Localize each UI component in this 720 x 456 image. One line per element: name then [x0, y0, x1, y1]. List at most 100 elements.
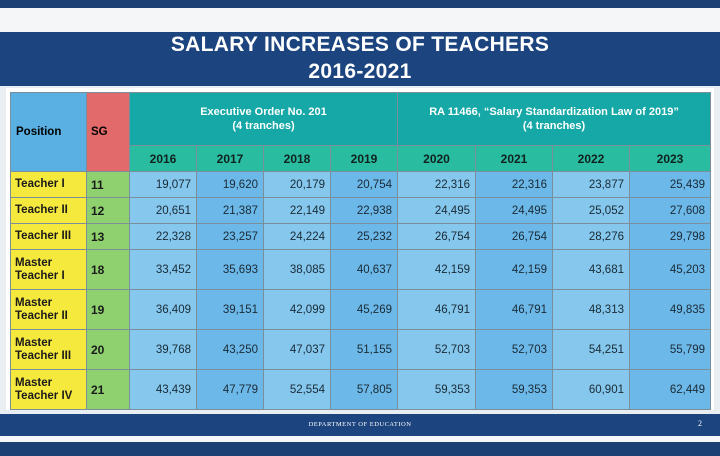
salary-cell: 26,754	[475, 223, 553, 250]
position-label: Teacher II	[15, 204, 68, 216]
salary-cell: 60,901	[552, 369, 630, 410]
salary-cell: 22,328	[129, 223, 197, 250]
salary-cell: 29,798	[628, 223, 712, 250]
position-cell: Teacher I	[10, 171, 87, 198]
salary-cell: 24,495	[475, 197, 553, 224]
salary-cell: 42,099	[263, 289, 331, 330]
table-row: Teacher II 12 20,651 21,387 22,149 22,938 24,4…	[10, 197, 712, 224]
salary-cell: 52,703	[475, 329, 553, 370]
table-row: Teacher III 13 22,328 23,257 24,224 25,232 26,…	[10, 223, 712, 250]
position-label: Teacher I	[15, 269, 65, 282]
top-border	[0, 0, 720, 8]
page-title: SALARY INCREASES OF TEACHERS	[170, 33, 550, 56]
header-ra11466-sub: (4 tranches)	[522, 120, 586, 132]
salary-cell: 43,439	[129, 369, 197, 410]
header-year: 2019	[330, 145, 398, 172]
salary-cell: 19,620	[196, 171, 264, 198]
position-cell: Teacher III	[10, 223, 87, 250]
page-subtitle: 2016-2021	[308, 60, 412, 83]
position-label: Teacher I	[15, 178, 65, 190]
salary-cell: 22,149	[263, 197, 331, 224]
top-gap	[0, 8, 720, 32]
sg-cell: 11	[86, 171, 130, 198]
salary-cell: 25,232	[330, 223, 398, 250]
salary-cell: 24,495	[397, 197, 476, 224]
page-number: 2	[698, 419, 702, 428]
position-label: Master	[15, 256, 53, 269]
sg-cell: 13	[86, 223, 130, 250]
header-eo201-title: Executive Order No. 201	[200, 106, 327, 118]
salary-cell: 45,269	[330, 289, 398, 330]
salary-cell: 52,703	[397, 329, 476, 370]
table-row: Master Teacher IV 21 43,439 47,779 52,554 57,8…	[10, 369, 712, 410]
salary-cell: 39,768	[129, 329, 197, 370]
position-label: Master	[15, 336, 53, 349]
sg-cell: 12	[86, 197, 130, 224]
sg-cell: 18	[86, 249, 130, 290]
salary-cell: 43,250	[196, 329, 264, 370]
header-year: 2016	[129, 145, 197, 172]
salary-table: Position SG Executive Order No. 201 (4 t…	[10, 92, 712, 410]
salary-cell: 35,693	[196, 249, 264, 290]
position-label: Teacher II	[15, 309, 68, 322]
position-label: Teacher III	[15, 230, 72, 242]
header-ra11466: RA 11466, “Salary Standardization Law of…	[396, 92, 712, 146]
salary-cell: 23,257	[196, 223, 264, 250]
salary-cell: 25,052	[552, 197, 630, 224]
salary-cell: 46,791	[397, 289, 476, 330]
position-cell: Master Teacher IV	[10, 369, 87, 410]
header-year: 2023	[628, 145, 712, 172]
position-label: Teacher IV	[15, 389, 73, 402]
salary-cell: 26,754	[397, 223, 476, 250]
position-label: Teacher III	[15, 349, 72, 362]
position-cell: Master Teacher III	[10, 329, 87, 370]
bottom-border	[0, 442, 720, 456]
salary-cell: 22,316	[475, 171, 553, 198]
salary-cell: 39,151	[196, 289, 264, 330]
header-ra11466-title: RA 11466, “Salary Standardization Law of…	[429, 106, 679, 118]
salary-cell: 57,805	[330, 369, 398, 410]
salary-cell: 20,179	[263, 171, 331, 198]
salary-cell: 49,835	[628, 289, 712, 330]
salary-cell: 21,387	[196, 197, 264, 224]
table-row: Master Teacher II 19 36,409 39,151 42,099 45,2…	[10, 289, 712, 330]
salary-cell: 62,449	[628, 369, 712, 410]
sg-cell: 20	[86, 329, 130, 370]
salary-cell: 42,159	[397, 249, 476, 290]
position-cell: Master Teacher II	[10, 289, 87, 330]
footer-department: DEPARTMENT OF EDUCATION	[308, 421, 412, 428]
salary-cell: 59,353	[397, 369, 476, 410]
salary-cell: 48,313	[552, 289, 630, 330]
position-cell: Master Teacher I	[10, 249, 87, 290]
salary-cell: 47,779	[196, 369, 264, 410]
header-year: 2020	[397, 145, 476, 172]
salary-cell: 25,439	[628, 171, 712, 198]
salary-cell: 19,077	[129, 171, 197, 198]
salary-cell: 55,799	[628, 329, 712, 370]
salary-cell: 51,155	[330, 329, 398, 370]
position-cell: Teacher II	[10, 197, 87, 224]
salary-cell: 27,608	[628, 197, 712, 224]
salary-cell: 42,159	[475, 249, 553, 290]
header-position: Position	[10, 92, 87, 172]
bottom-gap	[0, 436, 720, 442]
footer-bar	[0, 414, 720, 436]
salary-cell: 46,791	[475, 289, 553, 330]
salary-cell: 59,353	[475, 369, 553, 410]
table-row: Master Teacher III 20 39,768 43,250 47,037 51,…	[10, 329, 712, 370]
header-eo201-sub: (4 tranches)	[232, 120, 295, 132]
header-year: 2021	[475, 145, 553, 172]
salary-cell: 47,037	[263, 329, 331, 370]
salary-cell: 22,938	[330, 197, 398, 224]
salary-cell: 36,409	[129, 289, 197, 330]
salary-cell: 23,877	[552, 171, 630, 198]
table-row: Teacher I 11 19,077 19,620 20,179 20,754 22,31…	[10, 171, 712, 198]
table-row: Master Teacher I 18 33,452 35,693 38,085 40,63…	[10, 249, 712, 290]
title-bar	[0, 32, 720, 86]
salary-cell: 45,203	[628, 249, 712, 290]
position-label: Master	[15, 296, 53, 309]
header-eo201: Executive Order No. 201 (4 tranches)	[129, 92, 398, 146]
header-year: 2022	[552, 145, 630, 172]
salary-cell: 33,452	[129, 249, 197, 290]
salary-cell: 20,651	[129, 197, 197, 224]
